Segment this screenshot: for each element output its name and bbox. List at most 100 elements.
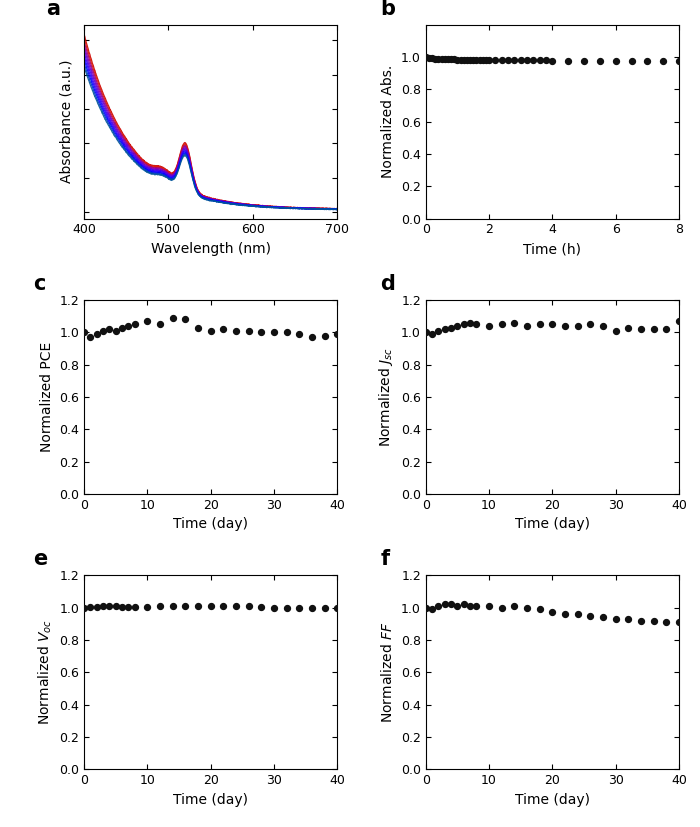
Point — [509, 54, 520, 67]
Point — [471, 600, 482, 613]
X-axis label: Time (day): Time (day) — [173, 518, 248, 531]
Point — [509, 600, 520, 613]
Point — [78, 601, 90, 614]
Point — [445, 53, 456, 66]
Y-axis label: Absorbance (a.u.): Absorbance (a.u.) — [60, 60, 74, 184]
Point — [484, 319, 495, 332]
Point — [648, 323, 659, 336]
Point — [534, 54, 545, 67]
Text: d: d — [380, 275, 395, 294]
Point — [522, 319, 533, 332]
Point — [230, 324, 241, 337]
Point — [281, 601, 292, 614]
Point — [509, 316, 520, 329]
Text: e: e — [34, 549, 48, 570]
Point — [110, 600, 121, 613]
Point — [91, 600, 102, 614]
Point — [430, 52, 441, 65]
Point — [522, 601, 533, 614]
Point — [205, 600, 216, 613]
Point — [477, 54, 489, 67]
Point — [85, 600, 96, 614]
Point — [465, 53, 476, 66]
Point — [436, 52, 447, 65]
Point — [445, 598, 456, 611]
Point — [528, 54, 539, 67]
Point — [584, 318, 596, 331]
Point — [522, 54, 533, 67]
Point — [205, 324, 216, 337]
Point — [193, 600, 204, 613]
Point — [661, 323, 672, 336]
Point — [559, 319, 570, 332]
Point — [594, 54, 606, 67]
Y-axis label: Normalized $V_{oc}$: Normalized $V_{oc}$ — [36, 619, 54, 725]
X-axis label: Wavelength (nm): Wavelength (nm) — [150, 242, 271, 256]
Point — [243, 324, 254, 337]
Point — [657, 54, 668, 67]
Point — [572, 319, 583, 332]
Text: f: f — [380, 549, 389, 570]
Point — [268, 601, 279, 614]
Point — [623, 321, 634, 334]
Point — [490, 54, 501, 67]
Point — [623, 612, 634, 625]
Point — [468, 53, 479, 66]
Point — [610, 324, 622, 337]
Point — [268, 326, 279, 339]
Point — [471, 318, 482, 331]
Point — [319, 601, 330, 614]
Point — [648, 614, 659, 627]
Point — [439, 598, 450, 611]
Point — [547, 318, 558, 331]
Point — [484, 54, 495, 67]
Point — [433, 52, 444, 65]
Point — [180, 313, 191, 326]
Y-axis label: Normalized PCE: Normalized PCE — [40, 342, 54, 452]
Point — [78, 326, 90, 339]
Point — [141, 600, 153, 614]
Y-axis label: Normalized $J_{sc}$: Normalized $J_{sc}$ — [377, 347, 395, 447]
Point — [503, 54, 514, 67]
Point — [461, 53, 472, 66]
Point — [433, 324, 444, 337]
Point — [559, 607, 570, 620]
Point — [167, 600, 178, 613]
Point — [458, 318, 470, 331]
Point — [281, 326, 292, 339]
Point — [433, 600, 444, 613]
Point — [540, 54, 552, 67]
Point — [534, 603, 545, 616]
Point — [673, 314, 685, 327]
Point — [129, 318, 140, 331]
Text: b: b — [380, 0, 395, 19]
Point — [449, 53, 460, 66]
Point — [116, 321, 127, 334]
Point — [97, 324, 108, 337]
Point — [256, 326, 267, 339]
Point — [642, 54, 653, 67]
Point — [167, 311, 178, 324]
Point — [218, 323, 229, 336]
Point — [116, 600, 127, 614]
Point — [484, 600, 495, 613]
Point — [480, 54, 491, 67]
Point — [445, 321, 456, 334]
Point — [155, 600, 166, 613]
Point — [424, 51, 435, 65]
Point — [452, 53, 463, 66]
Point — [496, 318, 507, 331]
Point — [496, 601, 507, 614]
Point — [452, 600, 463, 613]
Text: a: a — [46, 0, 60, 19]
Point — [626, 54, 637, 67]
Point — [420, 50, 431, 64]
Point — [218, 600, 229, 613]
Y-axis label: Normalized $FF$: Normalized $FF$ — [380, 621, 395, 723]
Point — [426, 603, 438, 616]
Point — [636, 614, 647, 627]
Point — [455, 53, 466, 66]
X-axis label: Time (day): Time (day) — [515, 792, 590, 806]
Point — [458, 598, 470, 611]
Point — [230, 600, 241, 613]
